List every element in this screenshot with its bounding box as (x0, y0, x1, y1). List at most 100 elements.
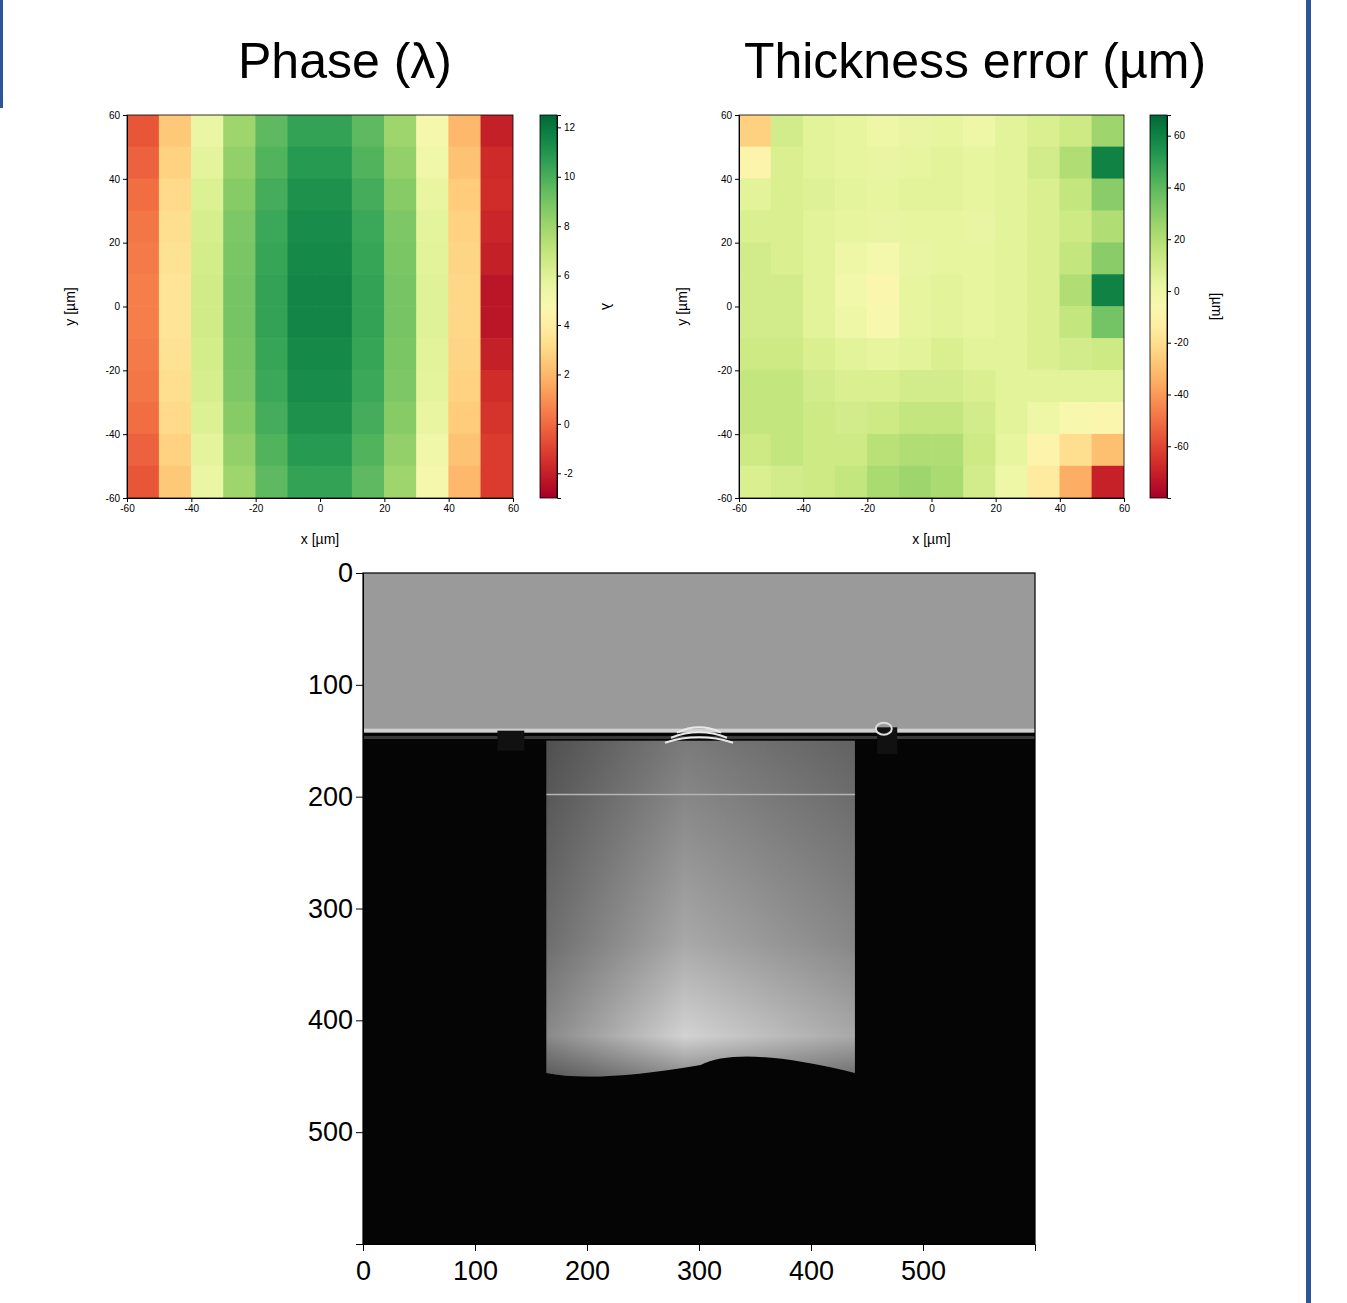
cell (223, 179, 256, 212)
cell (191, 210, 224, 243)
cell (255, 242, 288, 275)
tick: 0 (318, 498, 324, 514)
cell (1060, 466, 1093, 498)
cell (384, 210, 417, 243)
cell (352, 274, 385, 307)
cell (191, 147, 224, 180)
cell (320, 115, 353, 147)
cell (481, 434, 513, 467)
cell (191, 402, 224, 435)
cell (481, 210, 513, 243)
cell (963, 402, 996, 435)
tick: -20 (106, 365, 127, 376)
cell (931, 402, 964, 435)
colorbar-title: [µm] (1209, 293, 1225, 321)
tick: 60 (721, 110, 739, 121)
image-block (546, 741, 854, 1077)
cell (159, 274, 192, 307)
tick-label: -60 (106, 493, 121, 504)
tick-mark (735, 243, 739, 244)
tick-mark (356, 909, 363, 910)
y-axis-title: y [µm] (674, 287, 690, 325)
cell (191, 179, 224, 212)
cell (481, 179, 513, 212)
tick-label: 500 (901, 1256, 946, 1286)
cell (995, 115, 1028, 147)
cell (867, 466, 900, 498)
cell (320, 338, 353, 371)
tick-mark (735, 434, 739, 435)
axis-line (558, 116, 562, 499)
cell (867, 338, 900, 371)
tick: 10 (557, 171, 576, 182)
cell (255, 434, 288, 467)
tick: -20 (1167, 337, 1189, 348)
tick: 100 (453, 1244, 498, 1286)
tick: 20 (1167, 234, 1186, 245)
cell (481, 306, 513, 339)
cell (159, 242, 192, 275)
tick-mark (811, 1244, 812, 1251)
image-fringe (665, 737, 733, 742)
cell (320, 179, 353, 212)
cell (288, 242, 321, 275)
tick-mark (356, 1132, 363, 1133)
cell (803, 370, 836, 403)
tick-label: 0 (356, 1256, 371, 1286)
cell (159, 434, 192, 467)
tick-label: -40 (185, 503, 200, 514)
cell (416, 115, 449, 147)
tick-mark (1167, 446, 1171, 447)
tick: -40 (796, 498, 811, 514)
cell (127, 434, 159, 467)
cell (803, 466, 836, 498)
tick: 8 (557, 221, 570, 232)
cell (288, 434, 321, 467)
tick: 20 (109, 237, 127, 248)
cell (159, 466, 192, 498)
tick-mark (1167, 136, 1171, 137)
cell (803, 242, 836, 275)
cell (223, 370, 256, 403)
cell (771, 242, 804, 275)
cell (899, 147, 932, 180)
cell (384, 115, 417, 147)
cell (159, 338, 192, 371)
cell (448, 402, 481, 435)
cell (320, 147, 353, 180)
cell (771, 402, 804, 435)
tick: 300 (308, 894, 363, 924)
cell (481, 466, 513, 498)
tick-label: 2 (564, 369, 570, 380)
cell (191, 466, 224, 498)
cell (255, 466, 288, 498)
colorbar (540, 115, 557, 498)
cell (288, 179, 321, 212)
cell (867, 434, 900, 467)
cell (963, 210, 996, 243)
tick: 20 (991, 498, 1003, 514)
cell (127, 338, 159, 371)
cell (1060, 115, 1093, 147)
cell (159, 179, 192, 212)
x-axis-title: x [µm] (912, 531, 950, 547)
tick: 60 (508, 498, 520, 514)
cell (867, 402, 900, 435)
cell (1027, 274, 1060, 307)
plot-frame (363, 573, 1035, 1244)
cell (416, 179, 449, 212)
tick-mark (1167, 394, 1171, 395)
cell (739, 210, 771, 243)
cell (448, 210, 481, 243)
axis-line (735, 116, 740, 499)
cell (1092, 370, 1124, 403)
cell (931, 434, 964, 467)
cell (963, 434, 996, 467)
tick-mark (557, 325, 561, 326)
cell (899, 370, 932, 403)
tick: 0 (356, 1244, 371, 1286)
cell (1092, 179, 1124, 212)
cell (899, 306, 932, 339)
axis-line (128, 499, 514, 503)
tick: -60 (1167, 441, 1189, 452)
